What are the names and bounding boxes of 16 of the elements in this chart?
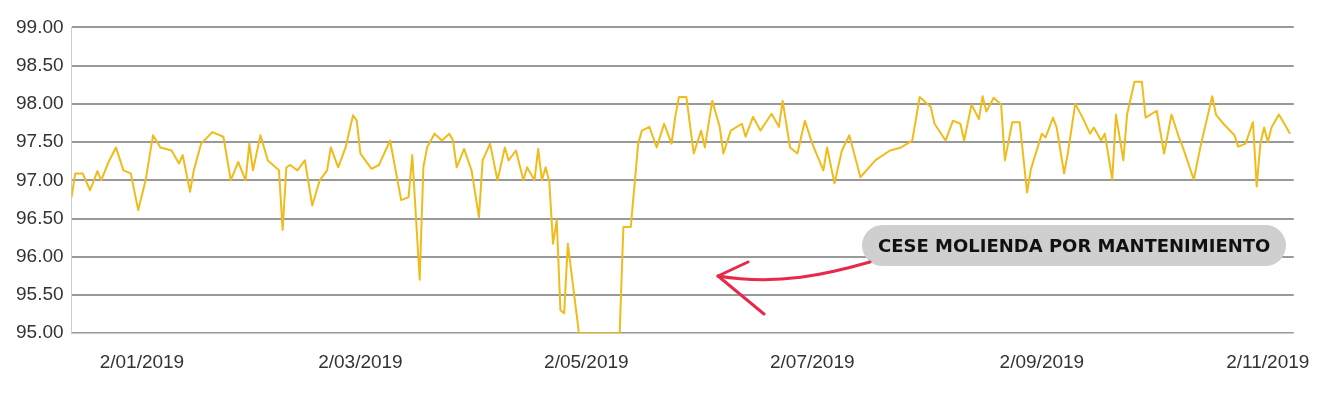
y-tick-label: 98.50	[16, 53, 64, 75]
y-tick-label: 98.00	[16, 92, 64, 114]
y-tick-label: 96.50	[16, 206, 64, 228]
x-tick-label: 2/07/2019	[770, 350, 855, 372]
annotation: CESE MOLIENDA POR MANTENIMIENTO	[862, 225, 1287, 266]
x-tick-label: 2/05/2019	[544, 350, 629, 372]
y-tick-label: 95.50	[16, 283, 64, 305]
y-tick-label: 97.00	[16, 168, 64, 190]
x-tick-label: 2/03/2019	[318, 350, 403, 372]
x-tick-label: 2/09/2019	[999, 350, 1085, 372]
y-tick-label: 95.00	[16, 321, 64, 343]
y-tick-label: 96.00	[16, 244, 64, 266]
y-tick-label: 99.00	[16, 15, 64, 37]
x-tick-label: 2/01/2019	[99, 350, 185, 372]
x-tick-label: 2/11/2019	[1226, 350, 1310, 372]
y-tick-label: 97.50	[16, 130, 64, 152]
